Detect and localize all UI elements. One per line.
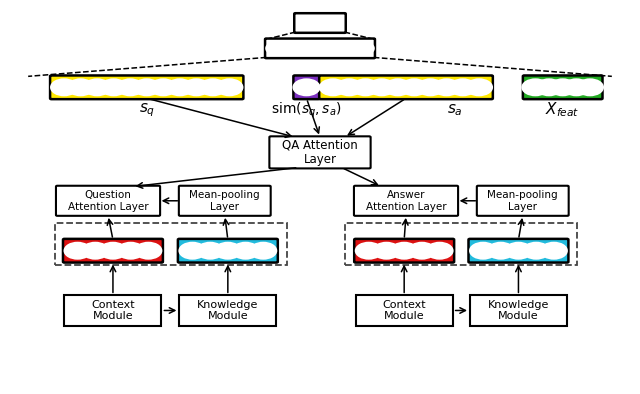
Circle shape (352, 42, 374, 55)
Circle shape (550, 79, 576, 95)
Circle shape (319, 16, 341, 30)
Circle shape (506, 243, 532, 259)
FancyBboxPatch shape (319, 76, 493, 99)
FancyBboxPatch shape (354, 239, 454, 262)
Circle shape (356, 243, 382, 259)
Circle shape (401, 79, 428, 95)
Circle shape (84, 79, 110, 95)
Circle shape (336, 79, 362, 95)
Circle shape (150, 79, 177, 95)
Circle shape (373, 243, 399, 259)
Circle shape (232, 243, 259, 259)
Circle shape (299, 16, 321, 30)
Circle shape (433, 79, 460, 95)
Circle shape (309, 42, 331, 55)
Circle shape (323, 42, 345, 55)
FancyBboxPatch shape (179, 186, 271, 216)
Circle shape (536, 79, 562, 95)
Circle shape (338, 42, 360, 55)
Bar (179, 296, 276, 325)
Text: $s_a$: $s_a$ (447, 102, 463, 118)
Circle shape (197, 243, 223, 259)
Circle shape (450, 79, 476, 95)
Circle shape (100, 79, 127, 95)
Text: Context
Module: Context Module (382, 300, 426, 321)
FancyBboxPatch shape (523, 76, 602, 99)
Circle shape (216, 79, 243, 95)
Circle shape (320, 79, 346, 95)
Circle shape (577, 79, 603, 95)
Bar (345, 223, 577, 265)
Bar (470, 296, 567, 325)
Text: Question
Attention Layer: Question Attention Layer (68, 190, 148, 212)
Circle shape (166, 79, 193, 95)
Bar (356, 296, 452, 325)
FancyBboxPatch shape (269, 136, 371, 168)
Bar (65, 296, 161, 325)
Circle shape (118, 243, 144, 259)
Text: QA Attention
Layer: QA Attention Layer (282, 138, 358, 166)
FancyBboxPatch shape (50, 76, 243, 99)
Circle shape (353, 79, 379, 95)
Circle shape (369, 79, 395, 95)
FancyBboxPatch shape (293, 76, 319, 99)
Circle shape (135, 243, 161, 259)
Text: Mean-pooling
Layer: Mean-pooling Layer (488, 190, 558, 212)
FancyBboxPatch shape (354, 186, 458, 216)
Circle shape (385, 79, 411, 95)
Circle shape (466, 79, 492, 95)
Circle shape (280, 42, 302, 55)
Circle shape (409, 243, 435, 259)
Text: Mean-pooling
Layer: Mean-pooling Layer (189, 190, 260, 212)
Circle shape (295, 42, 317, 55)
Circle shape (541, 243, 567, 259)
Circle shape (51, 79, 77, 95)
Circle shape (100, 243, 126, 259)
Circle shape (200, 79, 226, 95)
Circle shape (250, 243, 276, 259)
Text: Knowledge
Module: Knowledge Module (197, 300, 259, 321)
Circle shape (215, 243, 241, 259)
Circle shape (488, 243, 514, 259)
Text: Answer
Attention Layer: Answer Attention Layer (365, 190, 446, 212)
FancyBboxPatch shape (178, 239, 278, 262)
FancyBboxPatch shape (56, 186, 160, 216)
Bar (55, 223, 287, 265)
FancyBboxPatch shape (294, 13, 346, 33)
Circle shape (266, 42, 288, 55)
FancyBboxPatch shape (265, 39, 375, 58)
Circle shape (117, 79, 143, 95)
Circle shape (65, 243, 91, 259)
FancyBboxPatch shape (477, 186, 569, 216)
Circle shape (522, 79, 548, 95)
Circle shape (391, 243, 417, 259)
Circle shape (470, 243, 496, 259)
Circle shape (293, 79, 319, 95)
Circle shape (426, 243, 452, 259)
Text: $s_q$: $s_q$ (139, 101, 155, 119)
Circle shape (134, 79, 160, 95)
Circle shape (179, 243, 205, 259)
FancyBboxPatch shape (63, 239, 163, 262)
Circle shape (417, 79, 444, 95)
Circle shape (82, 243, 108, 259)
Circle shape (563, 79, 589, 95)
FancyBboxPatch shape (468, 239, 568, 262)
Circle shape (523, 243, 549, 259)
Text: Knowledge
Module: Knowledge Module (488, 300, 549, 321)
Text: Context
Module: Context Module (91, 300, 135, 321)
Text: $X_{feat}$: $X_{feat}$ (545, 100, 580, 119)
Text: $\mathrm{sim}(s_q,s_a)$: $\mathrm{sim}(s_q,s_a)$ (271, 100, 342, 120)
Circle shape (67, 79, 93, 95)
Circle shape (183, 79, 209, 95)
